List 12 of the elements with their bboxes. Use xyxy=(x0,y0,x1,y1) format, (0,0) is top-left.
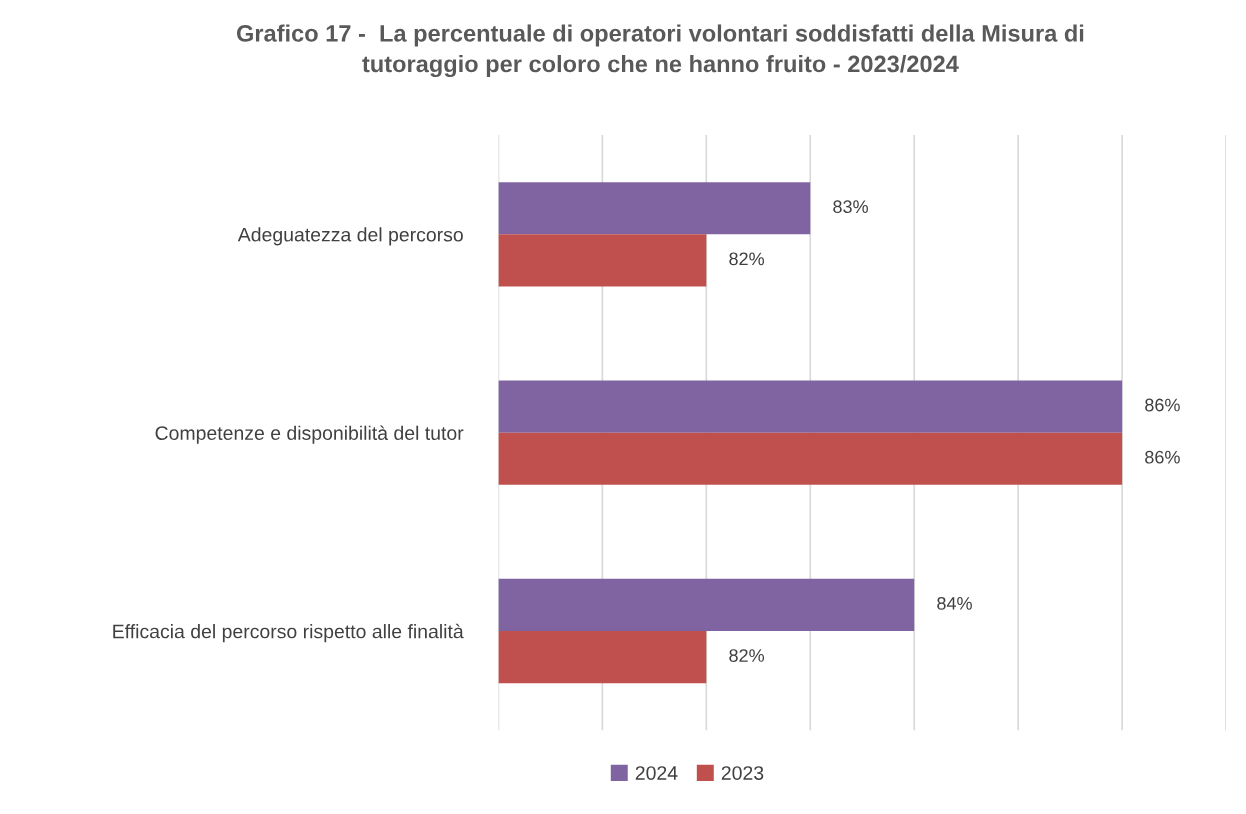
data-label: 84% xyxy=(937,596,972,610)
data-label: 83% xyxy=(833,200,868,214)
data-label: 82% xyxy=(729,649,765,662)
legend-label: 2023 xyxy=(721,766,764,780)
y-tick-label: Competenze e disponibilità del tutor xyxy=(155,425,464,444)
data-label: 86% xyxy=(1145,398,1180,412)
data-label: 86% xyxy=(1145,450,1180,464)
chart-title: Grafico 17 - La percentuale di operatori volontari soddisfatti della Misura di tutoraggio per coloro che ne hanno fruito - 2023/2024 xyxy=(236,24,1084,78)
data-label: 82% xyxy=(729,252,765,266)
y-tick-label: Efficacia del percorso rispetto alle finalità xyxy=(113,623,464,643)
y-tick-label: Adeguatezza del percorso xyxy=(237,227,463,246)
legend-label: 2024 xyxy=(635,766,678,780)
